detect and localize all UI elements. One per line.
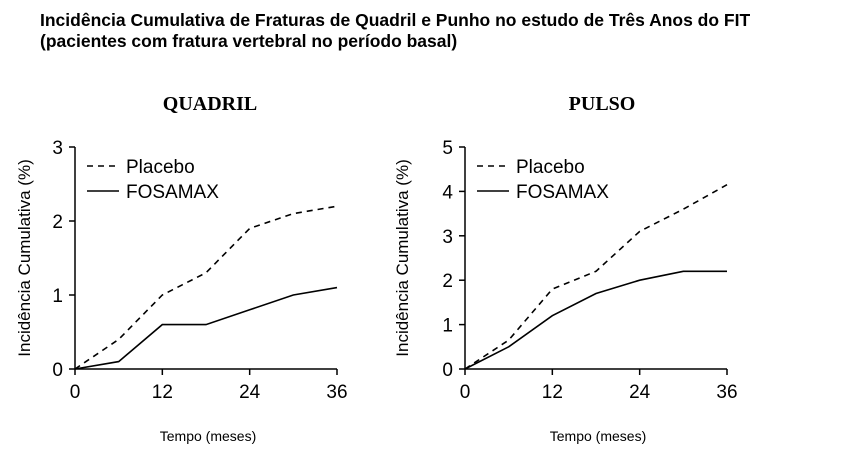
chart-2-y-tick-label: 4 (442, 182, 453, 203)
chart-2-title: PULSO (569, 93, 636, 115)
chart-1-series-placebo-line (74, 205, 338, 370)
chart-1-x-tick-label: 36 (326, 382, 347, 403)
chart-2-y-tick-label: 5 (442, 138, 453, 159)
chart-1-y-axis-label: Incidência Cumulativa (%) (15, 159, 34, 356)
title-line-2: (pacientes com fratura vertebral no perí… (40, 31, 458, 51)
chart-2-y-axis-label: Incidência Cumulativa (%) (393, 159, 412, 356)
chart-2-y-tick-label: 3 (442, 227, 453, 248)
chart-1-y-tick-label: 1 (52, 286, 63, 307)
chart-2-y-tick-label: 1 (442, 316, 453, 337)
chart-2-x-tick-label: 0 (460, 382, 471, 403)
chart-2-x-tick-label: 12 (542, 382, 563, 403)
chart-1-legend-label-placebo: Placebo (126, 157, 195, 178)
chart-1-y-tick-label: 3 (52, 138, 63, 159)
chart-1-title: QUADRIL (163, 93, 257, 115)
chart-2-series-placebo-line (464, 184, 728, 370)
chart-1-y-tick-label: 0 (52, 360, 63, 381)
chart-2-x-tick-label: 24 (629, 382, 651, 403)
chart-2-legend-label-placebo: Placebo (516, 157, 585, 178)
chart-1-x-tick-label: 12 (152, 382, 173, 403)
chart-2-x-axis-label: Tempo (meses) (550, 428, 646, 444)
chart-1-legend-label-fosamax: FOSAMAX (126, 182, 219, 203)
chart-1-x-tick-label: 0 (70, 382, 81, 403)
chart-2-x-tick-label: 36 (716, 382, 737, 403)
chart-2-y-tick-label: 2 (442, 271, 453, 292)
chart-2-legend-label-fosamax: FOSAMAX (516, 182, 609, 203)
chart-1-x-axis-label: Tempo (meses) (160, 428, 256, 444)
title-line-1: Incidência Cumulativa de Fraturas de Qua… (40, 10, 751, 30)
page-title: Incidência Cumulativa de Fraturas de Qua… (40, 10, 750, 52)
chart-1-y-tick-label: 2 (52, 212, 63, 233)
chart-2-y-tick-label: 0 (442, 360, 453, 381)
chart-1-series-fosamax-line (74, 286, 338, 370)
chart-1-x-tick-label: 24 (239, 382, 261, 403)
chart-2-series-fosamax-line (464, 270, 727, 370)
